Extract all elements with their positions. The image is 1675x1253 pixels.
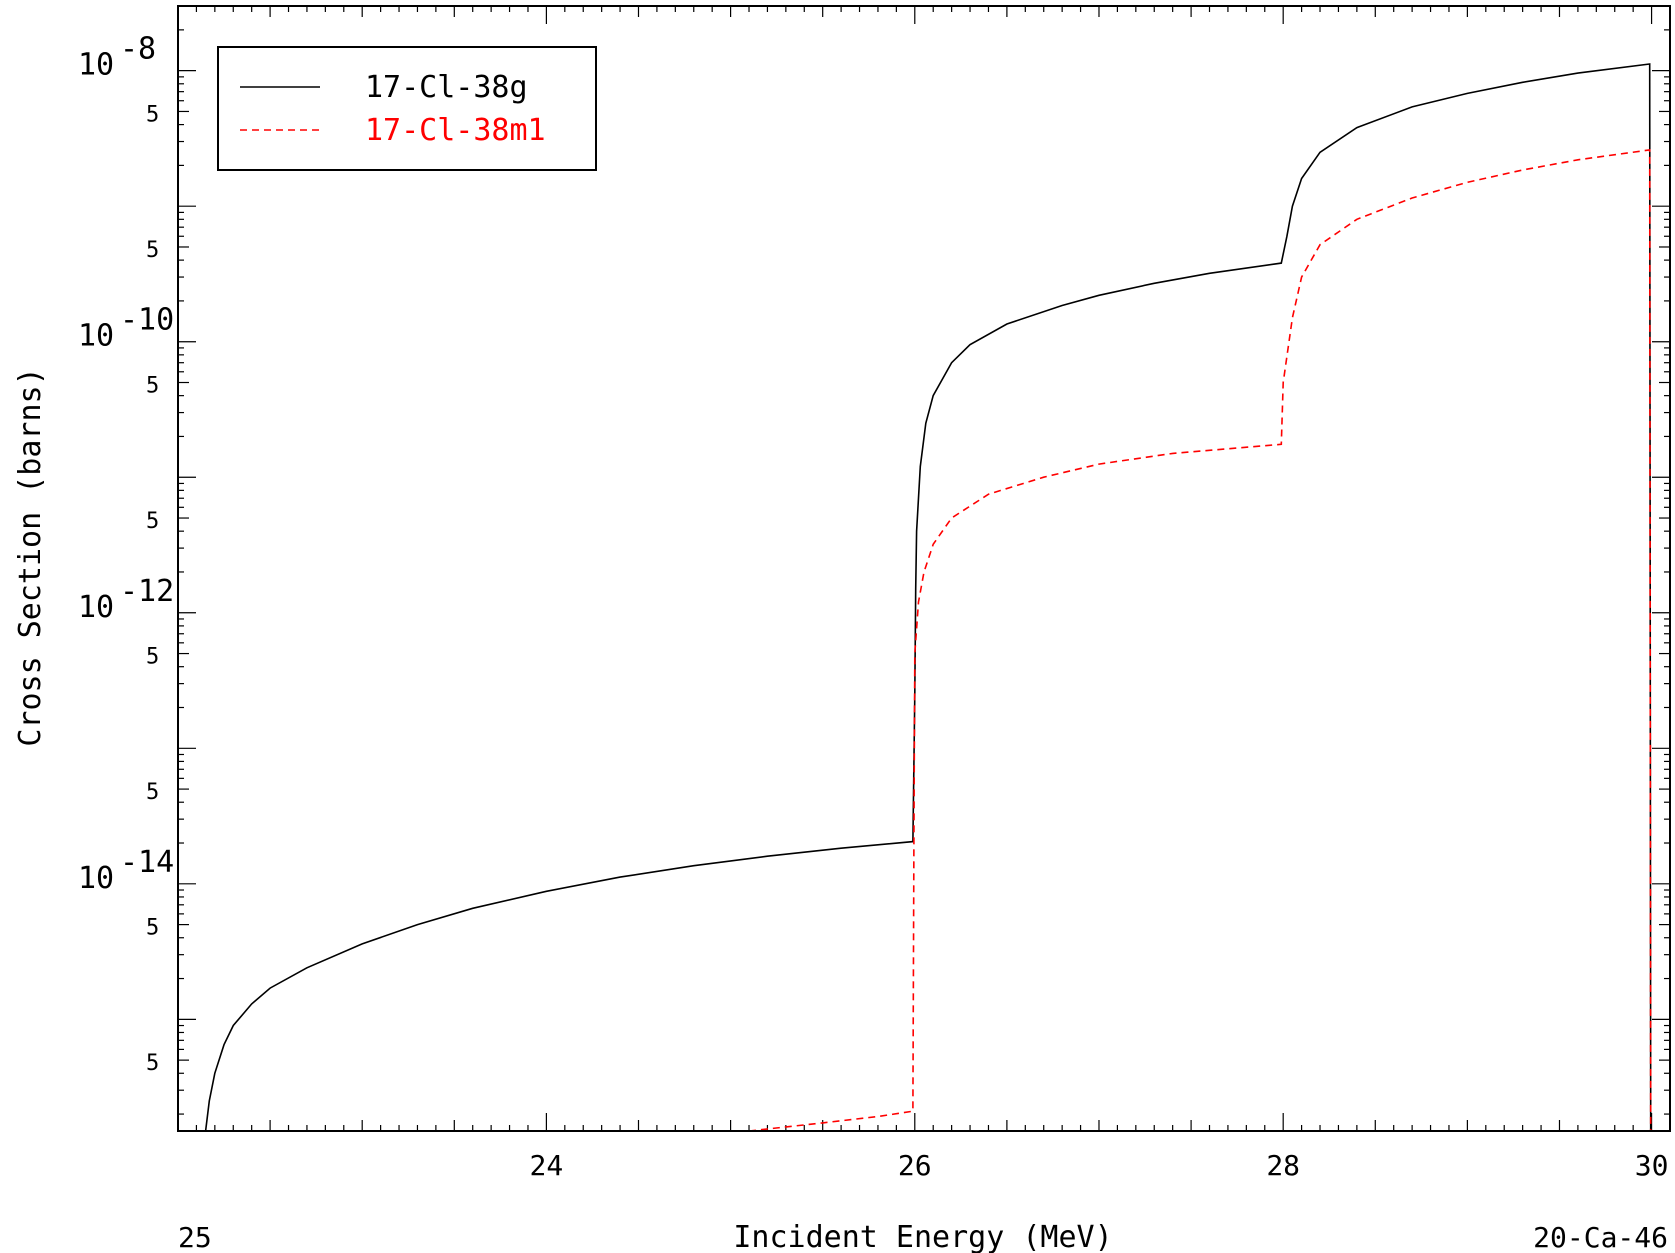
x-tick-label: 24 bbox=[530, 1149, 564, 1182]
y-minor-label: 5 bbox=[146, 916, 159, 941]
footer-right-label: 20-Ca-46 bbox=[1533, 1221, 1668, 1253]
y-decade-label: 10 bbox=[78, 861, 114, 896]
y-minor-label: 5 bbox=[146, 1051, 159, 1076]
y-minor-label: 5 bbox=[146, 102, 159, 127]
x-axis-label: Incident Energy (MeV) bbox=[733, 1220, 1112, 1253]
y-minor-label: 5 bbox=[146, 374, 159, 399]
x-tick-label: 26 bbox=[898, 1149, 932, 1182]
y-decade-label: 10 bbox=[78, 319, 114, 354]
x-tick-labels: 24 26 28 30 bbox=[530, 1149, 1669, 1182]
legend-box bbox=[217, 46, 597, 171]
y-decade-exponent: -12 bbox=[120, 574, 174, 609]
footer-left-label: 25 bbox=[178, 1221, 212, 1253]
y-minor-label: 5 bbox=[146, 238, 159, 263]
series-lines bbox=[204, 63, 1652, 1132]
y-minor-label: 5 bbox=[146, 645, 159, 670]
y-minor-label: 5 bbox=[146, 780, 159, 805]
series-line-2 bbox=[748, 148, 1652, 1132]
y-decade-exponent: -14 bbox=[120, 845, 174, 880]
x-tick-label: 28 bbox=[1266, 1149, 1300, 1182]
y-axis-label: Cross Section (barns) bbox=[13, 367, 48, 746]
y-decade-exponent: -10 bbox=[120, 303, 174, 338]
y-decade-label: 10 bbox=[78, 48, 114, 83]
y-decade-exponent: -8 bbox=[120, 32, 156, 67]
y-decade-label: 10 bbox=[78, 590, 114, 625]
plot-frame bbox=[177, 5, 1671, 1132]
series-line-1 bbox=[204, 63, 1652, 1132]
legend: 17-Cl-38g 17-Cl-38m1 bbox=[217, 46, 597, 171]
legend-label-series-1: 17-Cl-38g bbox=[365, 70, 528, 105]
x-tick-label: 30 bbox=[1635, 1149, 1669, 1182]
y-minor-label: 5 bbox=[146, 509, 159, 534]
legend-label-series-2: 17-Cl-38m1 bbox=[365, 113, 546, 148]
